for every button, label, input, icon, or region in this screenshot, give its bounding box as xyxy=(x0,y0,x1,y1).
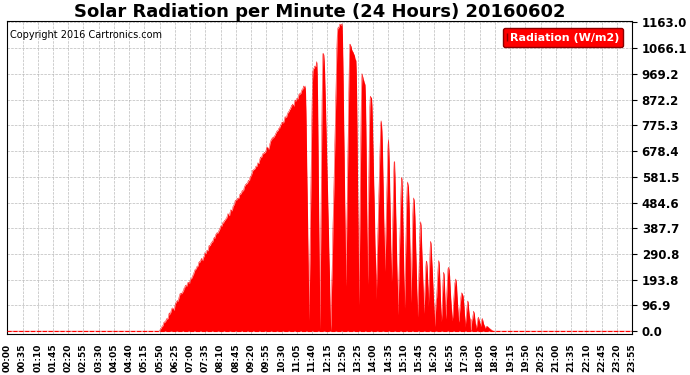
Title: Solar Radiation per Minute (24 Hours) 20160602: Solar Radiation per Minute (24 Hours) 20… xyxy=(74,3,565,21)
Text: Copyright 2016 Cartronics.com: Copyright 2016 Cartronics.com xyxy=(10,30,162,40)
Legend: Radiation (W/m2): Radiation (W/m2) xyxy=(503,28,623,47)
